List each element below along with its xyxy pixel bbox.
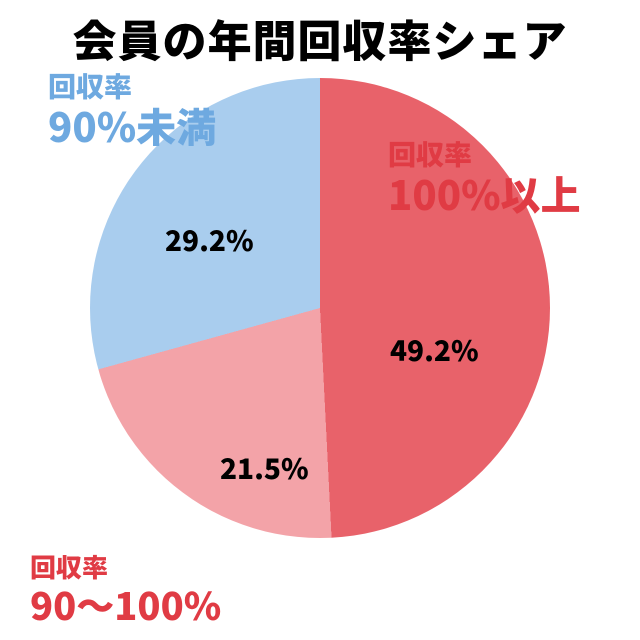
callout-under90-line2: 90%未満 — [48, 102, 216, 148]
chart-title: 会員の年間回収率シェア — [0, 6, 640, 70]
callout-over100: 回収率 100%以上 — [388, 138, 581, 216]
callout-over100-line2: 100%以上 — [388, 170, 581, 216]
pct-label-under90: 29.2% — [165, 220, 254, 260]
callout-90to100-line2: 90〜100% — [30, 582, 221, 626]
callout-90to100: 回収率 90〜100% — [30, 552, 221, 626]
callout-under90: 回収率 90%未満 — [48, 70, 216, 148]
pct-label-over100: 49.2% — [390, 330, 479, 370]
pct-label-90to100: 21.5% — [220, 448, 309, 488]
